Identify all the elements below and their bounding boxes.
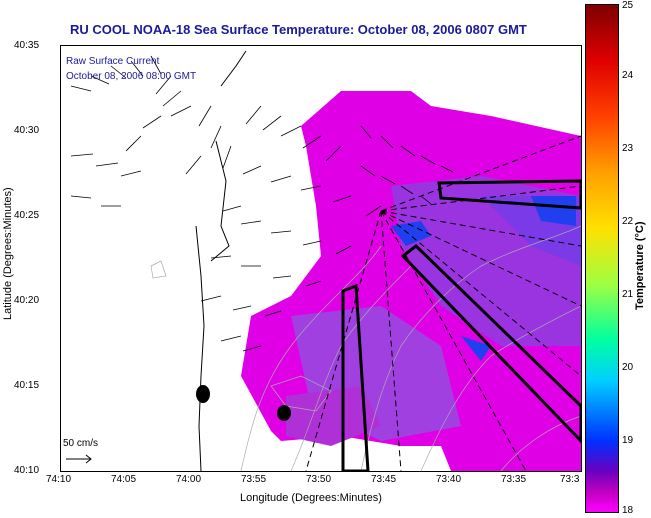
- legend-line-1: Raw Surface Current: [66, 56, 160, 67]
- y-tick: 40:30: [14, 125, 40, 136]
- temperature-colorbar: [585, 4, 619, 513]
- y-tick: 40:10: [14, 465, 40, 476]
- x-tick: 73:3: [560, 474, 580, 485]
- colorbar-label: Temperature (°C): [634, 221, 646, 310]
- map-plot-area: Raw Surface Current October 08, 2006 08:…: [60, 45, 582, 472]
- y-tick: 40:25: [14, 210, 40, 221]
- station-marker: [277, 405, 291, 421]
- x-tick: 73:35: [501, 474, 527, 485]
- scale-arrow: [66, 454, 92, 464]
- x-tick: 74:05: [111, 474, 137, 485]
- station-marker: [196, 385, 210, 403]
- chart-title: RU COOL NOAA-18 Sea Surface Temperature:…: [70, 22, 527, 37]
- y-tick: 40:35: [14, 40, 40, 51]
- colorbar-tick: 19: [622, 435, 634, 446]
- station-markers: [196, 385, 291, 421]
- legend-line-2: October 08, 2006 08:00 GMT: [66, 71, 197, 82]
- colorbar-tick: 21: [622, 289, 634, 300]
- colorbar-tick: 24: [622, 70, 634, 81]
- bathymetry-contours: [150, 225, 581, 471]
- y-tick: 40:15: [14, 380, 40, 391]
- x-tick: 74:10: [46, 474, 72, 485]
- colorbar-tick: 22: [622, 216, 634, 227]
- x-axis-label: Longitude (Degrees:Minutes): [240, 492, 382, 504]
- current-vectors: [70, 55, 454, 352]
- scale-label: 50 cm/s: [63, 438, 99, 449]
- x-tick: 73:45: [371, 474, 397, 485]
- y-tick: 40:20: [14, 295, 40, 306]
- y-axis-label: Latitude (Degrees:Minutes): [2, 187, 14, 320]
- coastline: [195, 50, 247, 471]
- colorbar-tick: 25: [622, 0, 634, 11]
- colorbar-tick: 18: [622, 505, 634, 516]
- sector-outlines: [341, 179, 581, 471]
- x-tick: 73:50: [306, 474, 332, 485]
- map-canvas: [66, 50, 581, 471]
- colorbar-tick: 20: [622, 362, 634, 373]
- colorbar-tick: 23: [622, 143, 634, 154]
- x-tick: 74:00: [176, 474, 202, 485]
- x-tick: 73:55: [241, 474, 267, 485]
- x-tick: 73:40: [436, 474, 462, 485]
- sst-field: [241, 91, 581, 471]
